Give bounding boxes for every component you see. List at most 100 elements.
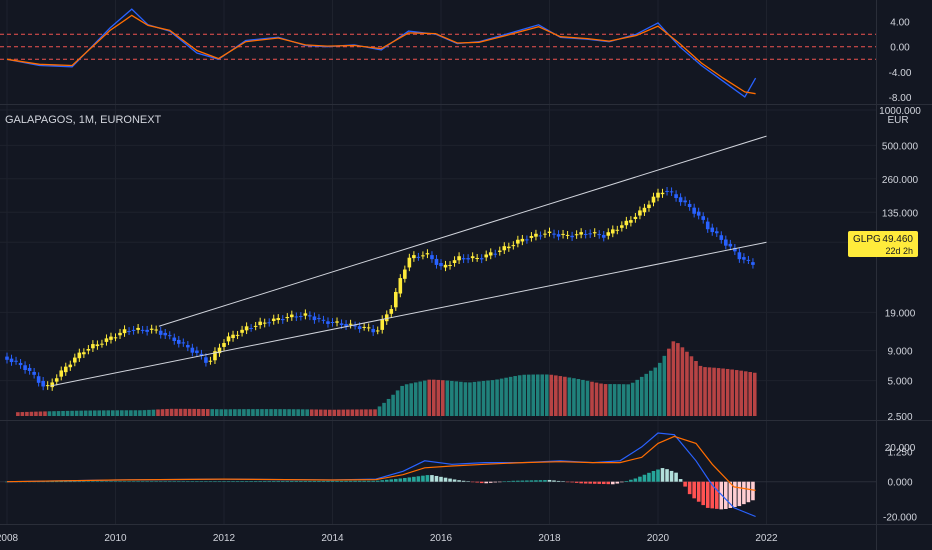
macd-histogram-bar xyxy=(91,481,95,483)
macd-histogram-bar xyxy=(452,479,457,482)
price-tick-label: 1000.000 xyxy=(879,106,921,117)
candle-body xyxy=(290,314,294,318)
candle-body xyxy=(737,252,742,260)
candle-body xyxy=(104,338,109,342)
volume-bar xyxy=(377,406,382,416)
macd-histogram-bar xyxy=(629,479,633,482)
candle-body xyxy=(222,343,226,347)
volume-bar xyxy=(535,374,540,416)
macd-histogram-bar xyxy=(493,481,498,483)
volume-bar xyxy=(739,370,743,416)
macd-histogram-bar xyxy=(226,481,231,482)
candle-body xyxy=(692,207,696,214)
volume-bar xyxy=(635,379,640,416)
candle-body xyxy=(226,336,231,342)
macd-histogram-bar xyxy=(638,476,642,482)
macd-histogram-bar xyxy=(195,481,199,482)
candle-body xyxy=(687,203,692,208)
volume-bar xyxy=(748,372,753,416)
candle-body xyxy=(176,339,181,344)
candle-body xyxy=(701,216,706,220)
candle-body xyxy=(751,262,755,265)
macd-histogram-bar xyxy=(733,481,737,508)
macd-histogram-bar xyxy=(461,480,466,482)
candle-body xyxy=(407,257,412,268)
candle-body xyxy=(113,337,118,339)
candle-body xyxy=(167,335,172,337)
candle-body xyxy=(208,360,213,362)
macd-histogram-bar xyxy=(502,481,507,483)
candle-body xyxy=(583,233,588,235)
macd-histogram-bar xyxy=(118,481,122,482)
candle-body xyxy=(638,210,642,216)
candle-body xyxy=(669,191,674,193)
time-axis[interactable]: 2008 2010 2012 2014 2016 2018 2020 2022 xyxy=(0,533,778,544)
candle-body xyxy=(199,353,204,356)
candle-body xyxy=(493,253,498,255)
macd-histogram-bar xyxy=(534,480,538,482)
macd-histogram-bar xyxy=(308,480,312,482)
volume-bar xyxy=(269,409,273,416)
candle-body xyxy=(434,258,439,265)
macd-histogram-bar xyxy=(104,481,109,482)
macd-histogram-bar xyxy=(728,481,733,509)
volume-bar xyxy=(29,411,34,416)
macd-histogram-bar xyxy=(235,481,240,482)
volume-bar xyxy=(707,367,712,416)
macd-histogram-bar xyxy=(737,481,742,507)
volume-bar xyxy=(459,381,463,416)
volume-bar xyxy=(676,343,680,416)
volume-bar xyxy=(734,370,739,416)
volume-bar xyxy=(97,410,102,416)
volume-bar xyxy=(368,409,373,416)
candle-body xyxy=(68,364,73,368)
candle-body xyxy=(384,314,389,322)
macd-histogram-bar xyxy=(724,481,728,509)
price-tick-label: 9.000 xyxy=(887,347,912,358)
volume-bar xyxy=(115,410,120,416)
candle-body xyxy=(502,246,507,251)
macd-histogram-bar xyxy=(36,481,41,483)
volume-bar xyxy=(585,380,590,416)
macd-histogram-bar xyxy=(41,481,45,483)
volume-bar xyxy=(61,410,65,416)
candle-body xyxy=(5,356,9,360)
volume-bar xyxy=(196,408,201,416)
candle-body xyxy=(344,324,348,327)
macd-histogram-bar xyxy=(516,480,520,482)
candle-body xyxy=(705,221,710,230)
candle-body xyxy=(312,316,317,321)
volume-bar xyxy=(205,409,210,416)
macd-series-line xyxy=(6,435,756,491)
volume-bar xyxy=(454,381,459,416)
volume-bar xyxy=(287,409,291,416)
price-axis[interactable]: 4.00 0.00 -4.00 -8.00 1000.000 500.000 260.000… xyxy=(879,18,921,524)
candle-body xyxy=(592,232,597,234)
macd-histogram-bar xyxy=(258,481,262,482)
macd-histogram-bar xyxy=(448,478,452,482)
volume-bar xyxy=(445,380,450,416)
candle-body xyxy=(253,325,258,327)
macd-histogram-bar xyxy=(592,481,597,484)
volume-bar xyxy=(174,408,178,416)
macd-histogram-bar xyxy=(606,481,611,485)
volume-bar xyxy=(246,409,251,416)
volume-bar xyxy=(165,408,169,416)
macd-histogram-bar xyxy=(344,480,348,482)
macd-panel xyxy=(0,432,876,518)
volume-bar xyxy=(129,410,133,416)
candle-body xyxy=(520,238,525,242)
macd-histogram-bar xyxy=(610,481,615,485)
badge-ticker: GLPG xyxy=(853,234,881,245)
macd-histogram-bar xyxy=(488,481,493,483)
macd-histogram-bar xyxy=(267,481,272,482)
candle-body xyxy=(204,357,208,363)
volume-bar xyxy=(694,361,698,416)
macd-histogram-bar xyxy=(384,479,389,482)
macd-histogram-bar xyxy=(262,481,267,482)
volume-bar xyxy=(70,410,74,416)
volume-bar xyxy=(689,356,694,416)
volume-bar xyxy=(260,409,264,416)
candle-body xyxy=(77,352,82,359)
